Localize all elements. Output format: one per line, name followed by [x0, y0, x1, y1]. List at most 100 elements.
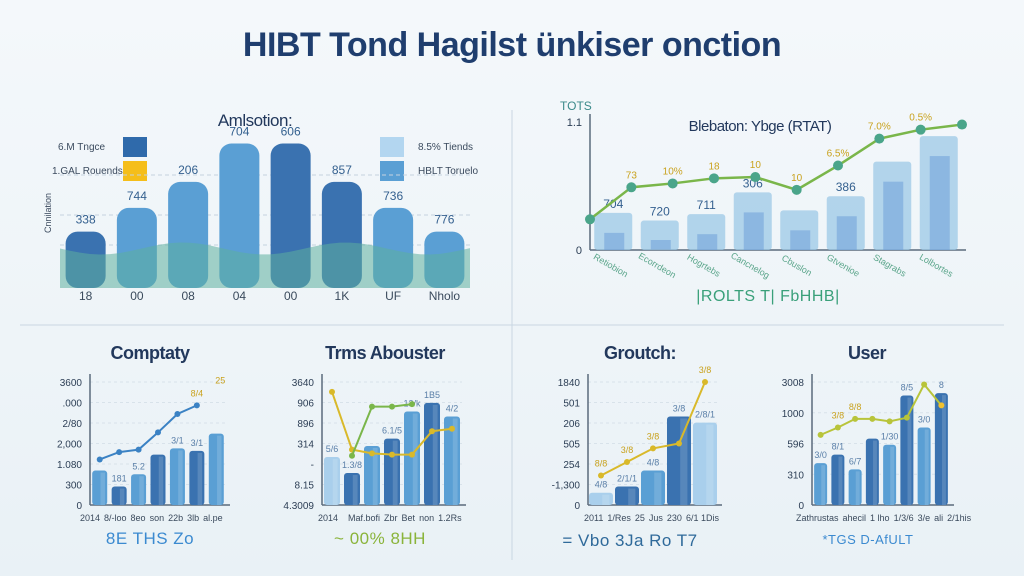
- bar-highlight: [907, 397, 912, 505]
- line-label: 73: [626, 170, 638, 181]
- data-label: 3/1: [171, 435, 184, 445]
- bar: [444, 416, 460, 505]
- line-label: 3/8: [647, 431, 660, 441]
- x-tick-label: Jus: [649, 513, 664, 523]
- x-tick-label: Cancnelog: [729, 250, 771, 280]
- data-label: 704: [229, 125, 249, 139]
- y-tick-label: 1840: [558, 378, 581, 389]
- data-label: 8/1: [832, 442, 845, 452]
- bar: [131, 474, 147, 505]
- data-label: 8: [939, 380, 944, 390]
- x-tick-label: 2/1his: [947, 513, 972, 523]
- line-point: [429, 428, 435, 435]
- y-tick-label: 314: [297, 440, 314, 451]
- bar: [900, 395, 914, 505]
- bar-highlight: [412, 413, 418, 505]
- x-tick-label: Stagrabs: [872, 252, 909, 279]
- bar-highlight: [838, 456, 843, 505]
- data-label: 1/30: [881, 432, 899, 442]
- bar: [693, 422, 717, 505]
- legend-swatch-3: [380, 137, 404, 157]
- line-point: [369, 450, 375, 457]
- x-tick-label: Hogrtebs: [685, 252, 722, 279]
- y-tick-label: .000: [63, 399, 83, 410]
- x-tick-label: Zathrustas: [796, 513, 839, 523]
- bar-highlight: [873, 440, 877, 505]
- bar: [865, 438, 879, 505]
- line-point: [852, 415, 859, 422]
- x-tick-label: 22b: [168, 513, 183, 523]
- bar: [344, 473, 360, 505]
- bar-highlight: [602, 494, 610, 505]
- panel4-subtitle: ~ 00% 8HH: [334, 529, 426, 548]
- bar-highlight: [119, 488, 125, 505]
- line-point: [676, 440, 682, 447]
- bar-inner: [650, 240, 671, 250]
- panel5-subtitle: = Vbo 3Ja Ro T7: [562, 531, 698, 550]
- bar-highlight: [332, 459, 338, 505]
- data-label: 776: [434, 213, 454, 227]
- line-point: [585, 214, 595, 225]
- series-line: [351, 403, 413, 457]
- x-tick-label: ali: [934, 513, 943, 523]
- data-label: 4/8: [595, 480, 608, 490]
- legend-label-4: HBLT Toruelo: [418, 166, 479, 177]
- line-label: 3/8: [621, 445, 634, 455]
- panel5-title: Groutch:: [604, 343, 677, 363]
- data-label: 6/7: [849, 456, 862, 466]
- bar-highlight: [197, 452, 203, 505]
- line-point: [874, 133, 885, 144]
- legend-swatch-1: [123, 137, 147, 157]
- line-point: [903, 414, 910, 421]
- bar-highlight: [628, 488, 636, 505]
- line-point: [389, 403, 395, 410]
- x-tick-label: Ecorrdeon: [637, 251, 678, 280]
- bar-highlight: [432, 404, 438, 505]
- y-tick-label: 2,000: [57, 440, 82, 451]
- x-tick-label: ahecil: [843, 513, 867, 523]
- x-tick-label: 1/Res: [607, 513, 631, 523]
- line-label: 25: [215, 375, 225, 385]
- legend-label-2: 1.GAL Rouends: [52, 166, 123, 177]
- x-tick-label: 8eo: [131, 513, 146, 523]
- line-point: [329, 388, 335, 395]
- panel2-title: Blebaton: Ybge (RTAT): [688, 118, 832, 135]
- y-tick-label: 596: [787, 440, 804, 451]
- line-point: [624, 458, 630, 465]
- bar: [667, 416, 691, 505]
- line-point: [389, 451, 395, 458]
- panel1-title: Amlsotion:: [217, 111, 293, 130]
- y-tick-label: 2/80: [63, 419, 83, 430]
- line-label: 0.5%: [909, 113, 932, 124]
- line-point: [116, 449, 123, 456]
- line-point: [626, 182, 637, 193]
- line-point: [750, 172, 761, 183]
- bar: [589, 492, 613, 505]
- series-line: [589, 123, 963, 221]
- panel3-subtitle: 8E THS Zo: [105, 529, 195, 548]
- line-label: 6.5%: [827, 149, 850, 160]
- bar: [848, 469, 862, 505]
- y-tick-label: 3600: [60, 378, 83, 389]
- data-label: 711: [697, 198, 716, 212]
- bar-inner: [929, 156, 950, 250]
- x-tick-label: 2011: [584, 513, 603, 523]
- line-label: 10: [791, 173, 803, 184]
- panel6-subtitle: *TGS D-AfULT: [822, 532, 914, 547]
- line-label: 3/8: [832, 411, 845, 421]
- data-label: 3/8: [673, 403, 686, 413]
- line-point: [409, 401, 415, 408]
- y-tick-label: 8.15: [295, 481, 315, 492]
- x-tick-label: 08: [181, 289, 195, 303]
- x-tick-label: Retiobion: [592, 252, 630, 280]
- y-tick-label: 0: [574, 501, 580, 512]
- y-tick-label: 896: [297, 419, 314, 430]
- x-tick-label: 3lb: [187, 513, 199, 523]
- x-tick-label: Lolbortes: [918, 252, 955, 279]
- bar-inner: [743, 212, 764, 250]
- bar-highlight: [178, 450, 183, 505]
- data-label: 744: [127, 189, 147, 203]
- y-tick-label: 254: [563, 460, 580, 471]
- line-label: 10%: [663, 166, 683, 177]
